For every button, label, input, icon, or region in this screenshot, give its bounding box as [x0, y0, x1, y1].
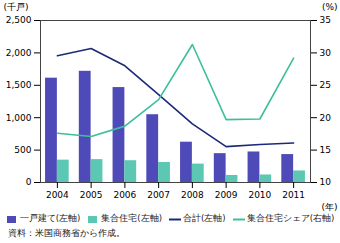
svg-text:500: 500 [14, 145, 31, 155]
svg-text:10: 10 [320, 177, 332, 187]
html-text:一戸建て(左軸): 一戸建て(左軸) [19, 213, 81, 223]
svg-text:35: 35 [320, 15, 331, 25]
svg-text:2,000: 2,000 [6, 48, 32, 58]
html-text:合計(左軸): 合計(左軸) [183, 213, 226, 223]
svg-text:15: 15 [320, 145, 331, 155]
svg-text:(%): (%) [322, 2, 338, 12]
svg-text:2007: 2007 [147, 190, 170, 200]
svg-text:2005: 2005 [80, 190, 103, 200]
svg-text:20: 20 [320, 113, 332, 123]
svg-text:2010: 2010 [248, 190, 271, 200]
svg-text:2011: 2011 [282, 190, 305, 200]
svg-text:2004: 2004 [46, 190, 69, 200]
html-text:集合住宅シェア(右軸): 集合住宅シェア(右軸) [246, 213, 335, 223]
svg-text:2008: 2008 [181, 190, 204, 200]
svg-text:1,500: 1,500 [6, 80, 32, 90]
svg-text:1,000: 1,000 [6, 113, 32, 123]
svg-text:2,500: 2,500 [6, 15, 32, 25]
html-text:資料：米国商務省から作成。: 資料：米国商務省から作成。 [8, 228, 125, 238]
svg-text:0: 0 [26, 177, 32, 187]
svg-text:25: 25 [320, 80, 331, 90]
svg-text:2006: 2006 [113, 190, 136, 200]
svg-text:2009: 2009 [215, 190, 238, 200]
svg-text:(千戸): (千戸) [4, 2, 29, 12]
html-text:集合住宅(左軸): 集合住宅(左軸) [101, 213, 162, 223]
svg-text:30: 30 [320, 48, 332, 58]
svg-text:(年): (年) [321, 202, 337, 212]
